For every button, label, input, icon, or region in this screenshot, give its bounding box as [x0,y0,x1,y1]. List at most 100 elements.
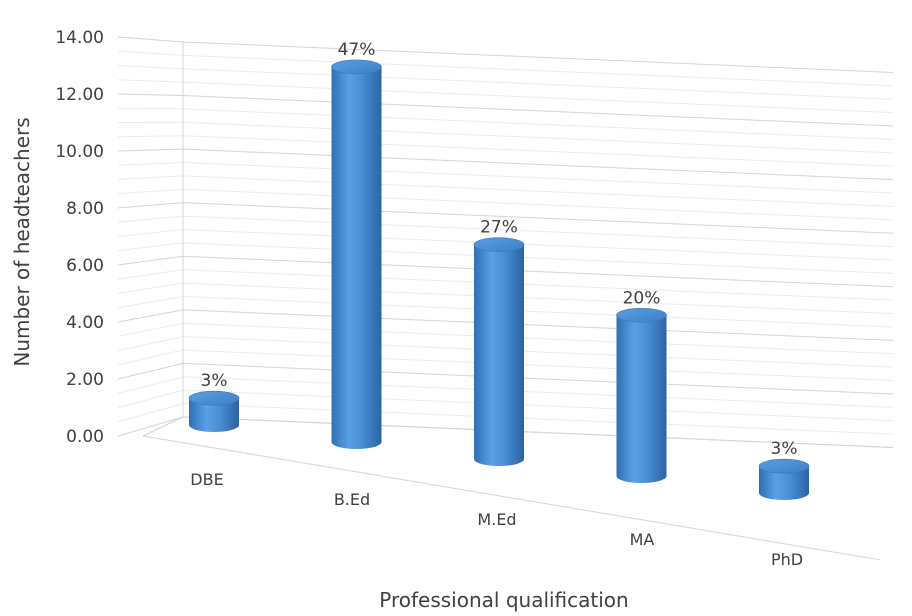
side-gridline [117,376,184,394]
minor-gridline [182,161,894,194]
category-label: PhD [771,550,803,569]
bar-cap [616,307,667,323]
bar-body [759,466,809,500]
bar-cap [331,59,382,75]
side-gridline [117,175,184,180]
bar-cap [758,458,810,474]
y-axis-ticks: 0.00 2.00 4.00 6.00 8.00 10.00 12.00 14.00 [55,28,104,447]
category-label: DBE [190,470,223,489]
minor-gridline [182,376,894,408]
minor-gridline [182,215,894,248]
side-gridline [117,403,184,423]
data-label: 47% [338,40,376,60]
side-gridline [117,215,184,223]
y-tick-label: 8.00 [66,199,104,219]
floor-back-line [182,416,894,449]
side-gridline [117,282,184,294]
minor-gridline [182,269,894,301]
minor-gridline [182,349,894,382]
major-gridline [182,202,894,234]
y-tick-label: 14.00 [55,28,104,48]
minor-gridline [182,175,894,207]
y-tick-label: 6.00 [66,256,104,276]
minor-gridline [182,242,894,274]
y-axis-title: Number of headteachers [10,117,34,366]
side-gridline [117,255,184,266]
minor-gridline [182,121,894,154]
side-gridline [117,188,184,195]
bar-cap [473,237,525,252]
minor-gridline [182,81,894,114]
category-label: B.Ed [334,490,370,509]
y-tick-label: 10.00 [55,142,104,162]
side-gridline [117,242,184,252]
minor-gridline [182,322,894,355]
minor-gridline [182,282,894,315]
side-gridline [117,79,184,83]
minor-gridline [182,336,894,368]
major-gridline [182,362,894,395]
side-gridline [117,269,184,280]
bar [331,59,382,450]
minor-gridline [182,135,894,167]
bar-body [331,66,382,450]
side-gridline [117,295,184,309]
side-gridline [117,135,184,138]
side-gridline [117,148,184,152]
major-gridline [182,255,894,288]
bar [473,237,525,466]
bar-cap [188,390,240,406]
floor-side-line [142,416,184,437]
bar-body [189,398,239,432]
category-label: MA [630,530,655,549]
bars [188,59,810,500]
minor-gridline [182,403,894,435]
floor-front-line [142,435,881,561]
minor-gridline [182,68,894,100]
category-labels: DBE B.Ed M.Ed MA PhD [190,470,803,569]
bar [616,307,667,483]
major-gridline [182,41,894,73]
side-gridline [117,416,184,437]
data-labels: 3% 47% 27% 20% 3% [201,40,798,459]
side-gridline [117,93,184,97]
bar-body [616,315,667,483]
data-label: 27% [480,218,518,238]
bar [758,458,810,500]
side-gridline [117,161,184,166]
side-gridline [117,389,184,408]
side-gridline [117,65,184,70]
x-axis-title: Professional qualification [379,588,628,612]
side-gridline [117,349,184,366]
side-gridline [117,107,184,110]
data-label: 3% [771,439,798,459]
minor-gridline [182,188,894,221]
minor-gridline [182,54,894,87]
major-gridline [182,309,894,341]
major-gridline [182,148,894,181]
side-gridline [117,322,184,337]
category-label: M.Ed [477,510,516,529]
data-label: 3% [201,371,228,391]
side-gridline [117,309,184,323]
y-tick-label: 2.00 [66,370,104,390]
side-gridline [117,228,184,237]
bar-body [474,244,524,466]
minor-gridline [182,228,894,261]
y-tick-label: 0.00 [66,427,104,447]
minor-gridline [182,295,894,328]
y-tick-label: 4.00 [66,313,104,333]
side-gridline [117,336,184,351]
bar [188,390,240,432]
side-gridline [117,36,184,43]
minor-gridline [182,108,894,140]
major-gridline [182,95,894,127]
side-gridline [117,362,184,380]
side-gridline [117,50,184,56]
data-label: 20% [623,288,661,308]
back-wall [142,41,894,561]
minor-gridline [182,389,894,422]
side-gridline [117,202,184,209]
y-tick-label: 12.00 [55,85,104,105]
